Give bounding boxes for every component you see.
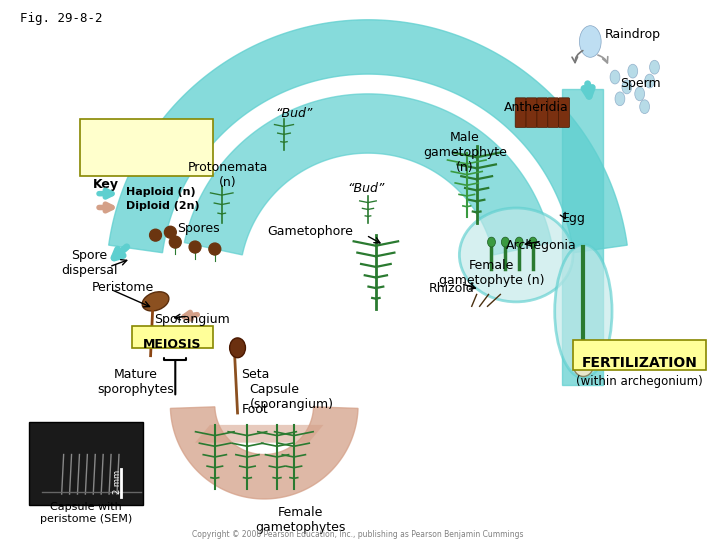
FancyBboxPatch shape <box>537 98 548 127</box>
Ellipse shape <box>230 338 246 357</box>
FancyBboxPatch shape <box>516 98 526 127</box>
Text: Egg: Egg <box>562 212 585 225</box>
Text: “Bud”: “Bud” <box>275 107 312 120</box>
Circle shape <box>189 241 201 253</box>
Text: (within archegonium): (within archegonium) <box>576 375 703 388</box>
Text: Mature
sporophytes: Mature sporophytes <box>97 368 174 396</box>
Polygon shape <box>109 20 627 253</box>
Text: Capsule with
peristome (SEM): Capsule with peristome (SEM) <box>40 502 132 524</box>
Text: 2 mm: 2 mm <box>114 470 122 494</box>
FancyBboxPatch shape <box>132 326 213 348</box>
Circle shape <box>150 230 161 241</box>
Text: Diploid (2n): Diploid (2n) <box>126 200 199 211</box>
Ellipse shape <box>554 245 612 378</box>
Text: Sperm: Sperm <box>620 77 660 90</box>
Ellipse shape <box>142 292 169 311</box>
Text: MEIOSIS: MEIOSIS <box>143 338 202 351</box>
Text: Antheridia: Antheridia <box>503 101 568 114</box>
FancyBboxPatch shape <box>81 119 213 176</box>
Text: FERTILIZATION: FERTILIZATION <box>582 356 698 370</box>
FancyBboxPatch shape <box>29 422 143 505</box>
Ellipse shape <box>628 64 638 78</box>
Polygon shape <box>195 425 323 443</box>
Text: Fig. 29-8-2: Fig. 29-8-2 <box>20 12 103 25</box>
Text: Protonemata
(n): Protonemata (n) <box>187 161 268 189</box>
Text: Archegonia: Archegonia <box>505 239 576 252</box>
Text: Seta: Seta <box>241 368 270 381</box>
Ellipse shape <box>610 70 620 84</box>
Text: Key: Key <box>94 178 120 191</box>
Ellipse shape <box>639 100 649 113</box>
Ellipse shape <box>644 74 654 88</box>
Circle shape <box>209 243 221 255</box>
FancyBboxPatch shape <box>574 340 706 369</box>
Text: Copyright © 2008 Pearson Education, Inc., publishing as Pearson Benjamin Cumming: Copyright © 2008 Pearson Education, Inc.… <box>192 530 524 538</box>
Text: Haploid (n): Haploid (n) <box>126 187 196 197</box>
Ellipse shape <box>622 80 631 94</box>
FancyBboxPatch shape <box>559 98 570 127</box>
Ellipse shape <box>529 237 537 247</box>
Ellipse shape <box>635 87 644 101</box>
Text: Spore
dispersal: Spore dispersal <box>61 249 117 277</box>
Ellipse shape <box>459 208 573 302</box>
Text: Peristome: Peristome <box>91 281 153 294</box>
Text: “Bud”: “Bud” <box>347 182 384 195</box>
Text: Capsule
(sporangium): Capsule (sporangium) <box>249 383 333 411</box>
Text: Rhizoid: Rhizoid <box>429 281 474 295</box>
Ellipse shape <box>574 355 593 376</box>
Polygon shape <box>562 89 603 386</box>
Text: Gametophore: Gametophore <box>267 225 353 238</box>
Polygon shape <box>184 94 552 255</box>
Text: Raindrop: Raindrop <box>605 28 661 40</box>
Text: Spores: Spores <box>176 222 220 235</box>
Ellipse shape <box>487 237 495 247</box>
Polygon shape <box>171 407 358 499</box>
Ellipse shape <box>649 60 660 74</box>
Circle shape <box>164 226 176 238</box>
Ellipse shape <box>516 237 523 247</box>
Ellipse shape <box>580 26 601 57</box>
Text: Sporangium: Sporangium <box>154 313 230 326</box>
FancyBboxPatch shape <box>526 98 537 127</box>
Text: Female
gametophyte (n): Female gametophyte (n) <box>438 259 544 287</box>
Ellipse shape <box>615 92 625 106</box>
Text: Female
gametophytes: Female gametophytes <box>256 506 346 534</box>
FancyBboxPatch shape <box>548 98 559 127</box>
Text: Foot: Foot <box>241 403 269 416</box>
Ellipse shape <box>501 237 509 247</box>
Text: Male
gametophyte
(n): Male gametophyte (n) <box>423 131 507 174</box>
Circle shape <box>169 236 181 248</box>
